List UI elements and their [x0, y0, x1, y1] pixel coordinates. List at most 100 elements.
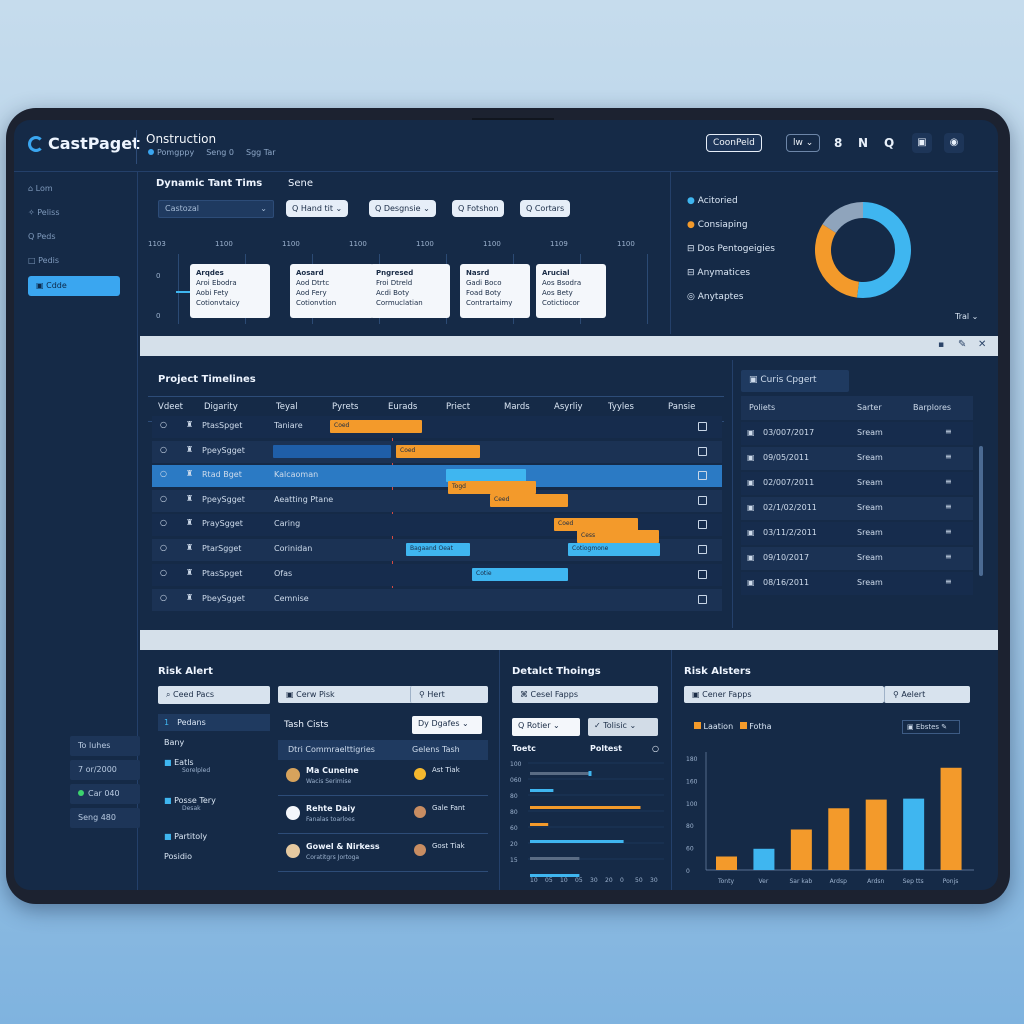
table-row[interactable]: ▣ 09/10/2017 Sream ≡: [741, 547, 973, 570]
risk-nav-item[interactable]: 1 Pedans: [158, 714, 270, 731]
row-action-checkbox[interactable]: [698, 422, 707, 431]
column-header[interactable]: Priect: [446, 402, 471, 412]
breadcrumb-item[interactable]: Seng 0: [206, 148, 234, 157]
row-action-checkbox[interactable]: [698, 520, 707, 529]
breadcrumb-item[interactable]: Sgg Tar: [245, 148, 276, 157]
row-action-checkbox[interactable]: [698, 471, 707, 480]
chart-bar[interactable]: [716, 856, 737, 870]
detail-bar[interactable]: [530, 823, 549, 826]
gantt-bar[interactable]: [273, 445, 391, 458]
gantt-bar[interactable]: Cess: [577, 530, 659, 543]
info-icon[interactable]: ○: [652, 744, 659, 753]
risk-nav-item[interactable]: ■ Eatls Sorelpled: [158, 756, 270, 776]
timeline-card[interactable]: Arucial Aos Bsodra Aos Bety Cotictiocor: [536, 264, 606, 318]
menu-icon[interactable]: ≡: [945, 552, 952, 561]
table-row[interactable]: ○ ♜ PbeySgget Cemnise: [152, 589, 722, 611]
chart-bar[interactable]: [940, 767, 962, 870]
chart-bar[interactable]: [790, 829, 812, 870]
donut-segment[interactable]: [856, 202, 911, 298]
menu-icon[interactable]: ≡: [945, 452, 952, 461]
menu-icon[interactable]: ≡: [945, 427, 952, 436]
gantt-bar[interactable]: Bagaand Oeat: [406, 543, 470, 556]
filter-chip[interactable]: Q Fotshon: [452, 200, 505, 217]
chart-bar[interactable]: [753, 848, 775, 870]
table-row[interactable]: ▣ 02/007/2011 Sream ≡: [741, 472, 973, 495]
risk-nav-item[interactable]: ■ Partitoly: [158, 830, 270, 843]
gantt-bar[interactable]: Coed: [554, 518, 638, 531]
column-header[interactable]: Teyal: [276, 402, 298, 412]
table-row[interactable]: ▣ 09/05/2011 Sream ≡: [741, 447, 973, 470]
list-item[interactable]: Ma Cuneine Wacis Serimise Ast Tiak: [278, 762, 488, 796]
column-header[interactable]: Tyyles: [608, 402, 634, 412]
gantt-bar[interactable]: Togd: [448, 481, 536, 494]
filter-select[interactable]: ✓ Tolisic ⌄: [588, 718, 658, 736]
gantt-bar[interactable]: Coed: [330, 420, 422, 433]
detail-bar[interactable]: [530, 857, 580, 860]
legend-item[interactable]: ● Acitoried: [687, 196, 847, 220]
timeline-card[interactable]: Nasrd Gadi Boco Foad Boty Contrartaimy: [460, 264, 530, 318]
row-select-radio[interactable]: ○: [160, 445, 167, 454]
lock-icon[interactable]: ▪: [938, 340, 945, 350]
row-select-radio[interactable]: ○: [160, 568, 167, 577]
breadcrumb-item[interactable]: Pomgppy: [148, 148, 194, 157]
lock-icon[interactable]: ▣: [912, 133, 932, 153]
menu-icon[interactable]: ≡: [945, 527, 952, 536]
sidebar-item-docs[interactable]: □ Pedis: [28, 256, 60, 265]
menu-icon[interactable]: ≡: [945, 577, 952, 586]
row-action-checkbox[interactable]: [698, 595, 707, 604]
legend-item[interactable]: ⊟ Anymatices: [687, 268, 847, 292]
detail-bar[interactable]: [530, 806, 641, 809]
tab-alert[interactable]: ⚲ Hert: [410, 686, 488, 703]
column-header[interactable]: Poliets: [749, 403, 776, 412]
row-action-checkbox[interactable]: [698, 570, 707, 579]
donut-segment[interactable]: [822, 202, 864, 234]
table-row[interactable]: ○ ♜ PpeySgget Aeatting Ptane: [152, 490, 722, 512]
grid-icon[interactable]: 8: [834, 136, 843, 150]
filter-chip[interactable]: Q Cortars: [520, 200, 571, 217]
row-select-radio[interactable]: ○: [160, 543, 167, 552]
column-header[interactable]: Eurads: [388, 402, 418, 412]
table-row[interactable]: ○ ♜ PtasSpget Ofas: [152, 564, 722, 586]
filter-chip[interactable]: Q Desgnsie ⌄: [369, 200, 436, 217]
sidebar-item-search[interactable]: Q Peds: [28, 232, 56, 241]
search-input[interactable]: ▣ Cener Fapps: [684, 686, 884, 703]
edit-icon[interactable]: ✎: [958, 339, 967, 350]
risk-nav-item[interactable]: ■ Posse Tery Desak: [158, 794, 270, 814]
user-icon[interactable]: ◉: [944, 133, 964, 153]
column-header[interactable]: Pyrets: [332, 402, 359, 412]
search-input[interactable]: ⌘ Cesel Fapps: [512, 686, 658, 703]
filter-chip[interactable]: Q Hand tit ⌄: [286, 200, 349, 217]
close-icon[interactable]: ✕: [978, 339, 987, 350]
detail-bar[interactable]: [530, 874, 580, 877]
row-action-checkbox[interactable]: [698, 545, 707, 554]
table-row[interactable]: ▣ 02/1/02/2011 Sream ≡: [741, 497, 973, 520]
gantt-bar[interactable]: Coed: [396, 445, 480, 458]
table-row[interactable]: ○ ♜ PtasSpget Taniare: [152, 416, 722, 438]
scrollbar[interactable]: [979, 446, 983, 576]
table-row[interactable]: ▣ 03/007/2017 Sream ≡: [741, 422, 973, 445]
range-dropdown[interactable]: Tral ⌄: [955, 312, 979, 321]
column-header[interactable]: Sarter: [857, 403, 882, 412]
timeline-card[interactable]: Aosard Aod Dtrtc Aod Fery Cotionvtion: [290, 264, 374, 318]
timeline-card[interactable]: Arqdes Aroi Ebodra Aobi Fety Cotionvtaicy: [190, 264, 270, 318]
chart-bar[interactable]: [865, 799, 887, 870]
gantt-bar[interactable]: Ceed: [490, 494, 568, 507]
column-header[interactable]: Mards: [504, 402, 530, 412]
gantt-bar[interactable]: Cotiogmone: [568, 543, 660, 556]
column-header[interactable]: Vdeet: [158, 402, 184, 412]
row-select-radio[interactable]: ○: [160, 420, 167, 429]
primary-button[interactable]: CoonPeld: [706, 134, 762, 152]
menu-icon[interactable]: ≡: [945, 502, 952, 511]
table-row[interactable]: ▣ 08/16/2011 Sream ≡: [741, 572, 973, 595]
filter-select[interactable]: Dy Dgafes ⌄: [412, 716, 482, 734]
table-row[interactable]: ▣ 03/11/2/2011 Sream ≡: [741, 522, 973, 545]
column-header[interactable]: Barplores: [913, 403, 952, 412]
sidebar-item-home[interactable]: ⌂ Lom: [28, 184, 53, 193]
column-header[interactable]: Digarity: [204, 402, 238, 412]
chart-bar[interactable]: [828, 808, 850, 870]
row-select-radio[interactable]: ○: [160, 469, 167, 478]
table-row[interactable]: ○ ♜ Rtad Bget Kalcaoman: [152, 465, 722, 487]
tab-risk[interactable]: ▣ Cerw Pisk: [278, 686, 414, 703]
search-icon[interactable]: Q: [884, 136, 895, 150]
alert-button[interactable]: ⚲ Aelert: [884, 686, 970, 703]
